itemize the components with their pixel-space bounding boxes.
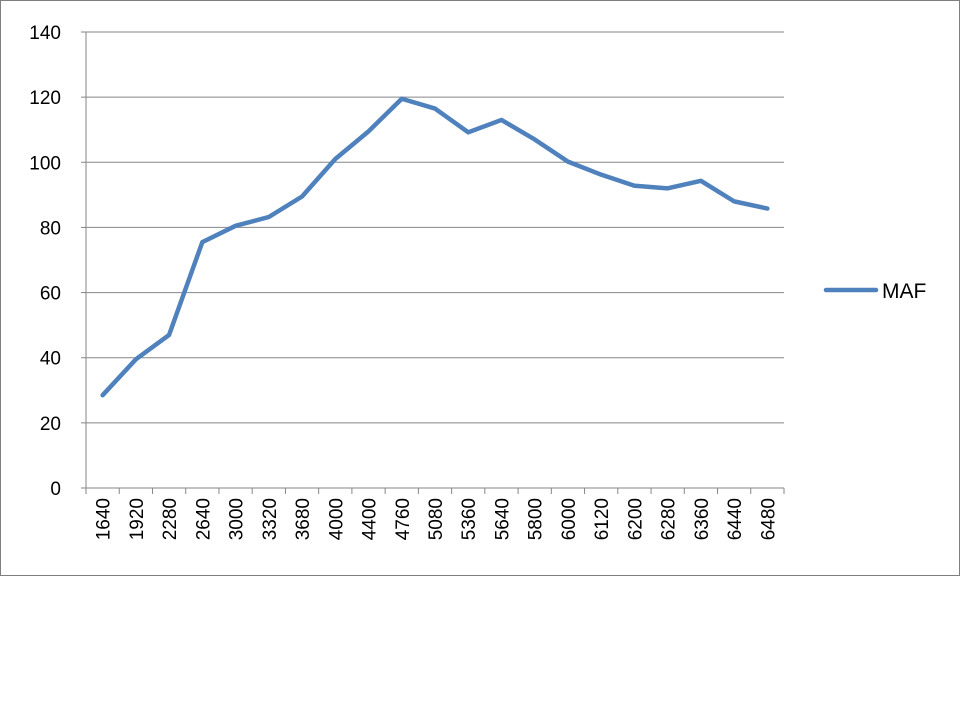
y-tick-label: 140 [29,23,61,44]
x-tick-label: 6440 [725,498,746,540]
x-tick-label: 5640 [492,498,513,540]
y-tick-label: 40 [40,349,61,370]
x-tick-label: 5080 [426,498,447,540]
series-lines [100,96,770,398]
axes [81,31,785,494]
y-tick-label: 20 [40,414,61,435]
legend-label: MAF [882,280,926,303]
gridlines [86,31,784,424]
x-axis-tick-labels: 1640 1920 2280 2640 3000 3320 3680 4000 4400 4760… [94,498,780,540]
y-tick-label: 80 [40,218,61,239]
y-tick-label: 60 [40,284,61,305]
y-tick-label: 120 [29,88,61,109]
y-tick-label: 0 [50,479,61,500]
x-tick-label: 1920 [127,498,148,540]
y-tick-label: 100 [29,153,61,174]
x-tick-label: 2280 [160,498,181,540]
x-tick-label: 5360 [459,498,480,540]
x-tick-label: 6000 [559,498,580,540]
x-tick-label: 3320 [260,498,281,540]
x-tick-label: 3000 [227,498,248,540]
x-tick-label: 6120 [592,498,613,540]
x-tick-label: 6360 [692,498,713,540]
x-tick-label: 2640 [193,498,214,540]
x-tick-label: 6480 [758,498,779,540]
x-tick-label: 5800 [526,498,547,540]
x-tick-label: 4400 [360,498,381,540]
x-tick-label: 1640 [94,498,115,540]
chart-frame: 0 20 40 60 80 100 120 140 1640 1920 2280 2640 3000 3… [0,0,960,576]
y-axis-tick-labels: 0 20 40 60 80 100 120 140 [29,23,61,500]
x-tick-label: 4760 [393,498,414,540]
x-tick-label: 6200 [625,498,646,540]
legend: MAF [823,280,926,303]
x-tick-label: 4000 [326,498,347,540]
series-line-maf [100,96,770,398]
x-tick-label: 6280 [659,498,680,540]
x-tick-label: 3680 [293,498,314,540]
line-chart: 0 20 40 60 80 100 120 140 1640 1920 2280 2640 3000 3… [29,23,926,540]
